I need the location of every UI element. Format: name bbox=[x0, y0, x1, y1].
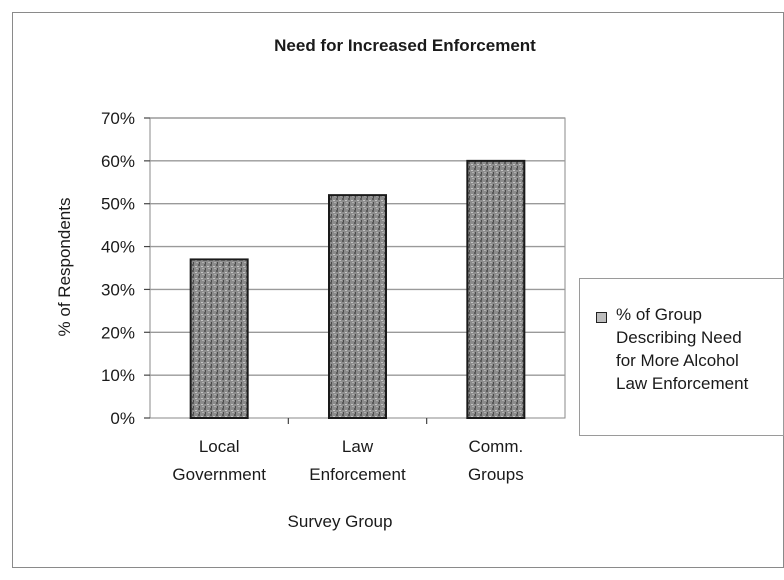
x-axis-ticks: Local Government Law Enforcement Comm. Groups bbox=[172, 418, 524, 484]
y-axis-title: % of Respondents bbox=[55, 198, 74, 337]
y-tick-label: 60% bbox=[101, 152, 135, 171]
x-tick-label: Local bbox=[199, 437, 240, 456]
legend-line: % of Group bbox=[616, 305, 702, 324]
y-tick-label: 50% bbox=[101, 195, 135, 214]
y-tick-label: 0% bbox=[110, 409, 135, 428]
legend-line: Law Enforcement bbox=[616, 374, 749, 393]
y-tick-label: 40% bbox=[101, 238, 135, 257]
legend-swatch bbox=[596, 312, 607, 323]
legend-line: Describing Need bbox=[616, 328, 742, 347]
legend-label: % of Group Describing Need for More Alco… bbox=[616, 303, 782, 395]
x-axis-title: Survey Group bbox=[288, 512, 393, 531]
x-tick-label: Law bbox=[342, 437, 374, 456]
y-tick-label: 30% bbox=[101, 280, 135, 299]
legend-line: for More Alcohol bbox=[616, 351, 739, 370]
x-tick-label: Government bbox=[172, 465, 266, 484]
x-tick-label: Comm. bbox=[468, 437, 523, 456]
bar bbox=[189, 258, 249, 419]
y-tick-label: 70% bbox=[101, 109, 135, 128]
y-axis-ticks: 0% 10% 20% 30% 40% 50% 60% 70% bbox=[101, 109, 150, 428]
x-tick-label: Groups bbox=[468, 465, 524, 484]
bar bbox=[466, 159, 526, 419]
y-tick-label: 20% bbox=[101, 323, 135, 342]
bar bbox=[328, 194, 387, 419]
bars bbox=[189, 159, 526, 419]
chart-title: Need for Increased Enforcement bbox=[274, 36, 536, 55]
x-tick-label: Enforcement bbox=[309, 465, 406, 484]
legend: % of Group Describing Need for More Alco… bbox=[579, 278, 784, 436]
y-tick-label: 10% bbox=[101, 366, 135, 385]
